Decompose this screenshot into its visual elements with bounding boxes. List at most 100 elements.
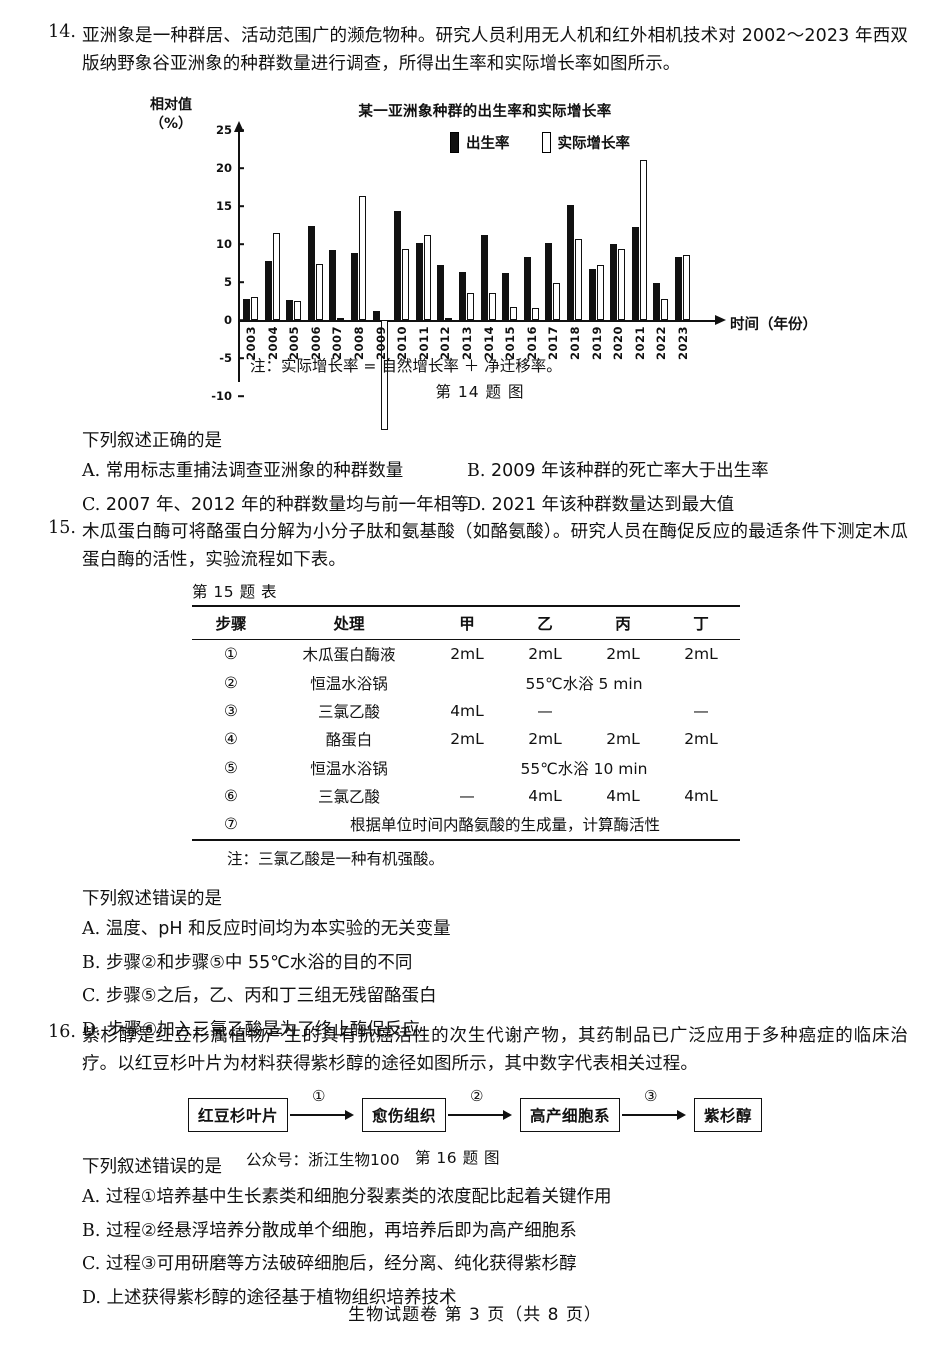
bar-birth-rate-2016 [523,256,531,320]
option-14-d[interactable]: D. 2021 年该种群数量达到最大值 [467,494,735,515]
bar-birth-rate-2022 [653,282,661,320]
cell-yi: 2mL [528,730,562,749]
cell-treatment: 三氯乙酸 [317,702,380,721]
cell-ding: 2mL [684,730,718,749]
y-tick-mark [238,357,244,359]
bar-growth-rate-2016 [531,307,539,320]
figure-caption-16: 第 16 题 图 [415,1149,501,1167]
chart-y-axis-label: 相对值 （%） [150,97,193,132]
bar-growth-rate-2007 [337,318,345,320]
question-14-option-row-1: A. 常用标志重捕法调查亚洲象的种群数量 B. 2009 年该种群的死亡率大于出… [82,455,908,489]
bar-growth-rate-2023 [683,255,690,320]
question-16-number: 16. [48,1022,76,1042]
option-16-b[interactable]: B. 过程②经悬浮培养分散成单个细胞，再培养后即为高产细胞系 [82,1220,577,1241]
table-row: ② 恒温水浴锅 55℃水浴 5 min [192,668,740,696]
cell-ding: 2mL [684,645,718,664]
option-16-c[interactable]: C. 过程③可用研磨等方法破碎细胞后，经分离、纯化获得紫杉醇 [82,1254,577,1275]
bar-group-2007 [328,130,347,320]
table-row: ③ 三氯乙酸 4mL — — [192,697,740,725]
y-tick-neg5: -5 [219,351,232,365]
figure-note: 注：实际增长率 = 自然增长率 ＋ 净迁移率。 [250,357,562,375]
chart-plot-area: 25 20 15 10 5 0 -5 -10 2003 2004 2005 2006 2007 2008… [211,121,817,431]
chart-bars [242,130,712,431]
legend-swatch-open-icon [541,132,551,153]
option-15-c[interactable]: C. 步骤⑤之后，乙、丙和丁三组无残留酪蛋白 [82,986,437,1007]
chart-x-axis [238,314,726,326]
bar-group-2004 [264,130,283,320]
bar-birth-rate-2020 [610,244,618,320]
bar-growth-rate-2004 [272,232,280,320]
table-head: 步骤 处理 甲 乙 丙 丁 [192,606,740,640]
bar-growth-rate-2012 [445,318,453,320]
y-tick-mark [238,205,244,207]
legend-label-growth-rate: 实际增长率 [557,136,631,152]
y-tick-0: 0 [223,313,232,327]
option-14-b[interactable]: B. 2009 年该种群的死亡率大于出生率 [467,461,769,481]
option-14-c[interactable]: C. 2007 年、2012 年的种群数量均与前一年相等 [82,494,469,515]
y-tick-mark [238,167,244,169]
arrow-head-icon [503,1110,512,1120]
y-tick-15: 15 [215,199,232,213]
cell-merged-condition: 55℃水浴 10 min [520,759,648,778]
bar-growth-rate-2013 [467,293,474,320]
question-14-option-row-2: C. 2007 年、2012 年的种群数量均与前一年相等 D. 2021 年该种… [82,489,908,523]
cell-step: ⑤ [224,758,238,777]
bar-birth-rate-2014 [480,234,488,320]
bar-birth-rate-2012 [437,264,445,320]
bar-group-2011 [415,130,434,320]
cell-merged-condition: 55℃水浴 5 min [525,674,643,693]
cell-merged-all: 根据单位时间内酪氨酸的生成量，计算酶活性 [349,816,660,835]
bar-group-2014 [480,130,499,320]
cell-treatment: 恒温水浴锅 [310,759,388,778]
bar-group-2009 [372,130,391,431]
bar-birth-rate-2006 [307,225,315,320]
question-14: 14. 亚洲象是一种群居、活动范围广的濒危物种。研究人员利用无人机和红外相机技术… [42,22,908,79]
cell-step: ④ [224,730,238,749]
y-tick-mark [238,281,244,283]
bar-group-2018 [566,130,585,320]
bar-birth-rate-2004 [264,260,272,320]
cell-bing: 2mL [606,645,640,664]
y-tick-mark [238,129,244,131]
table-row: ① 木瓜蛋白酶液 2mL 2mL 2mL 2mL [192,639,740,669]
x-tick-label-2020: 2020 [611,326,626,361]
option-14-a[interactable]: A. 常用标志重捕法调查亚洲象的种群数量 [82,461,404,481]
cell-step: ⑥ [224,787,238,806]
option-16-a[interactable]: A. 过程①培养基中生长素类和细胞分裂素类的浓度配比起着关键作用 [82,1187,612,1207]
chart-title: 某一亚洲象种群的出生率和实际增长率 [358,104,612,120]
option-16-d[interactable]: D. 上述获得紫杉醇的途径基于植物组织培养技术 [82,1287,457,1308]
question-14-stem: 亚洲象是一种群居、活动范围广的濒危物种。研究人员利用无人机和红外相机技术对 20… [82,26,908,75]
bar-growth-rate-2011 [423,234,431,320]
th-bing: 丙 [615,615,631,633]
table-row: ⑦ 根据单位时间内酪氨酸的生成量，计算酶活性 [192,810,740,840]
arrow-head-icon [677,1110,687,1120]
flow-box-2: 高产细胞系 [520,1098,621,1132]
option-15-a[interactable]: A. 温度、pH 和反应时间均为本实验的无关变量 [82,919,451,939]
question-16-prompt: 下列叙述错误的是 [82,1157,222,1177]
table-row: ⑤ 恒温水浴锅 55℃水浴 10 min [192,754,740,782]
bar-birth-rate-2008 [351,253,358,320]
bar-birth-rate-2013 [459,272,466,320]
question-15-answers: 下列叙述错误的是 A. 温度、pH 和反应时间均为本实验的无关变量 B. 步骤②… [82,878,908,1047]
bar-birth-rate-2010 [394,211,402,320]
question-15-table-area: 第 15 题 表 步骤 处理 甲 乙 丙 丁 ① 木瓜蛋白酶液 2mL 2mL 2mL 2… [42,578,908,869]
chart-legend: 出生率 实际增长率 [450,132,652,153]
question-15-prompt: 下列叙述错误的是 [82,889,222,909]
legend-swatch-filled-icon [450,132,459,153]
bar-growth-rate-2003 [251,297,258,320]
cell-yi: — [537,701,553,720]
question-14-answers: 下列叙述正确的是 A. 常用标志重捕法调查亚洲象的种群数量 B. 2009 年该… [82,420,908,522]
option-15-b[interactable]: B. 步骤②和步骤⑤中 55℃水浴的目的不同 [82,952,413,973]
x-tick-label-2023: 2023 [676,326,690,361]
question-15-stem: 木瓜蛋白酶可将酪蛋白分解为小分子肽和氨基酸（如酪氨酸）。研究人员在酶促反应的最适… [82,522,908,571]
bar-birth-rate-2021 [631,227,639,320]
y-tick-25: 25 [215,123,232,137]
table-caption-15: 第 15 题 表 [192,583,278,601]
bar-group-2005 [285,130,304,320]
option-15-d[interactable]: D. 步骤⑥加入三氯乙酸是为了终止酶促反应 [82,1019,420,1040]
bar-birth-rate-2023 [675,256,682,320]
cell-step: ⑦ [224,815,238,834]
question-15: 15. 木瓜蛋白酶可将酪蛋白分解为小分子肽和氨基酸（如酪氨酸）。研究人员在酶促反… [42,518,908,575]
bar-birth-rate-2011 [415,243,423,320]
